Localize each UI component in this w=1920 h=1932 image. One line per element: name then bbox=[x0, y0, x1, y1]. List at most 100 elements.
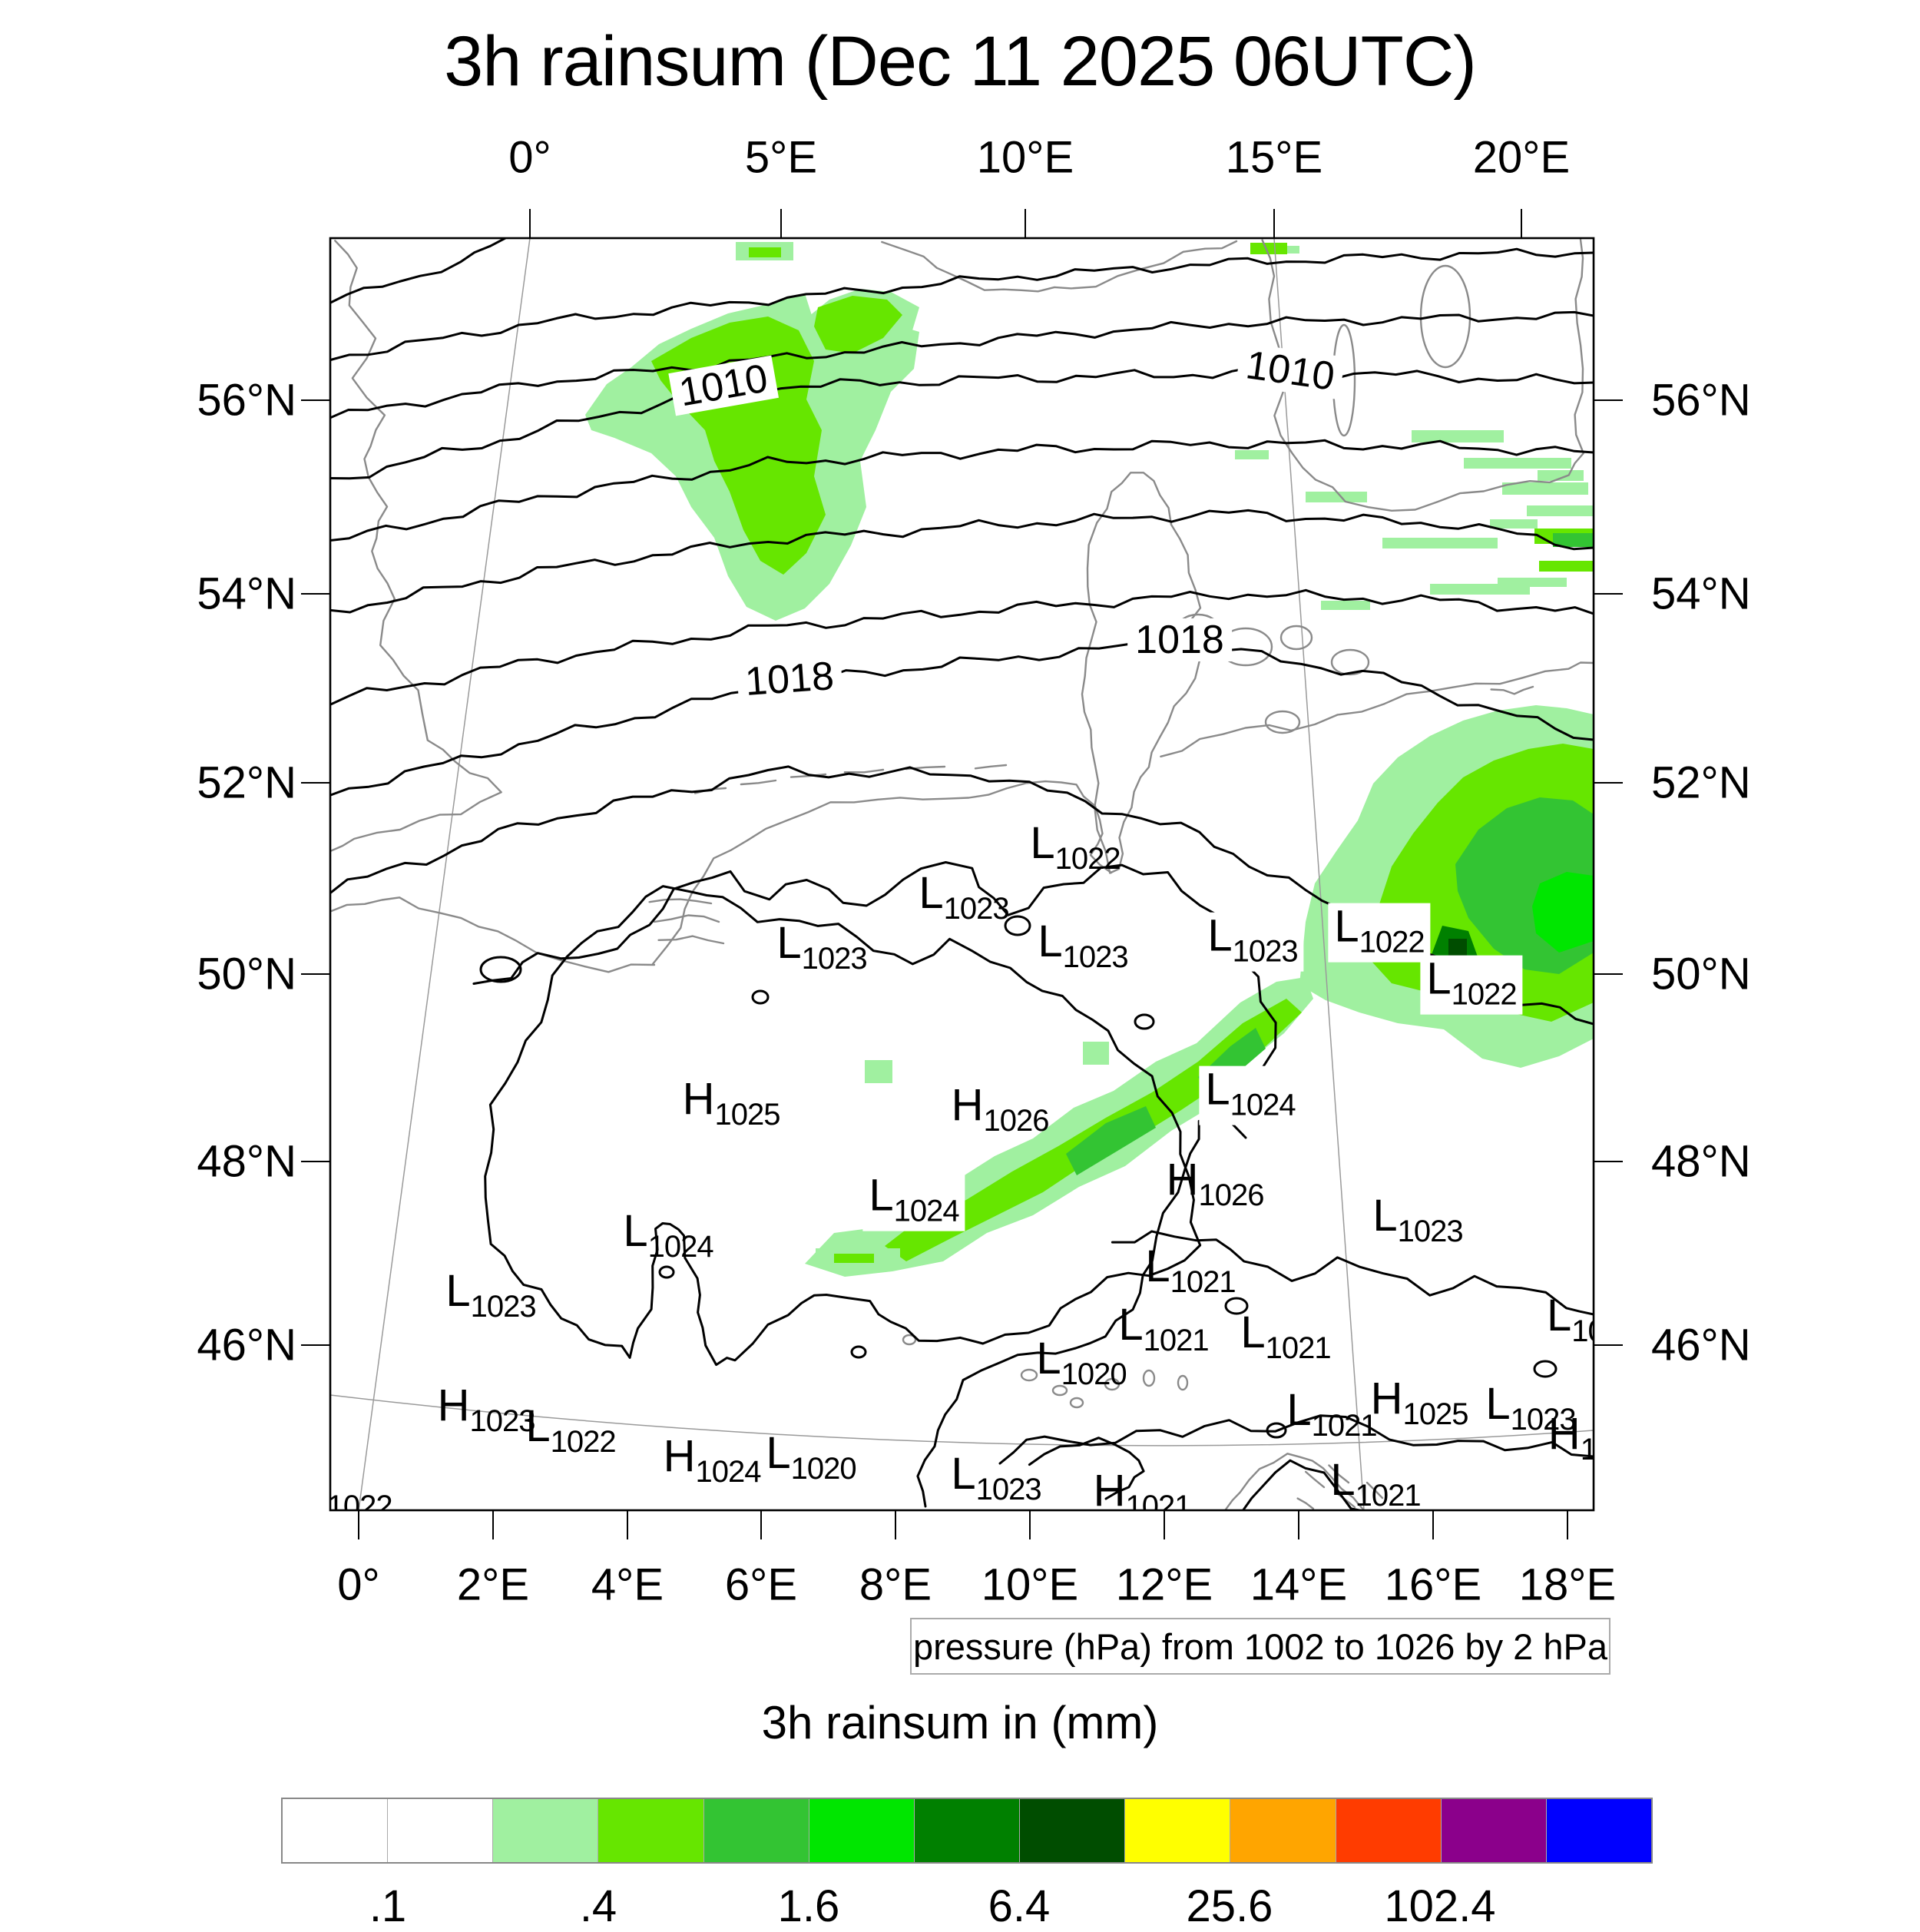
bottom-axis-label: 18°E bbox=[1518, 1559, 1617, 1610]
pressure-letter: L bbox=[1546, 1291, 1572, 1341]
rain-speckle bbox=[865, 1060, 892, 1083]
pressure-letter: L bbox=[1118, 1300, 1144, 1350]
top-axis-label: 5°E bbox=[744, 132, 818, 183]
pressure-letter: L bbox=[766, 1428, 791, 1479]
map-frame bbox=[329, 237, 1595, 1512]
pressure-letter: L bbox=[525, 1401, 551, 1452]
isobar-contour bbox=[1111, 1230, 1594, 1316]
pressure-center-label-L1021: L1021 bbox=[1286, 1388, 1377, 1442]
pressure-letter: L bbox=[445, 1266, 471, 1317]
pressure-center-label-H1023: H1023 bbox=[438, 1384, 536, 1439]
isobar-closed-loop bbox=[479, 956, 522, 983]
bottom-axis-label: 16°E bbox=[1384, 1559, 1482, 1610]
pressure-caption-text: pressure (hPa) from 1002 to 1026 by 2 hP… bbox=[913, 1625, 1607, 1667]
rain-speckle bbox=[1321, 601, 1370, 610]
isobar-contour bbox=[484, 885, 1202, 1367]
pressure-center-label-H1026: H1026 bbox=[1166, 1155, 1265, 1211]
left-axis-label: 52°N bbox=[197, 757, 296, 808]
isobar-contour bbox=[330, 366, 1594, 480]
rain-speckle bbox=[1287, 246, 1299, 254]
pressure-letter: L bbox=[1205, 1064, 1230, 1115]
rain-speckle bbox=[1412, 430, 1504, 442]
pressure-value: 1021 bbox=[1125, 1490, 1191, 1510]
pressure-value: 1020 bbox=[1061, 1357, 1127, 1392]
pressure-value: 1026 bbox=[983, 1104, 1049, 1138]
rain-speckle bbox=[1538, 470, 1584, 481]
pressure-center-label-H1021: H1021 bbox=[1093, 1466, 1192, 1510]
pressure-letter: L bbox=[869, 1170, 894, 1221]
rain-speckle bbox=[1490, 519, 1538, 529]
isobar-closed-loop bbox=[1266, 1422, 1287, 1439]
colorbar-cell bbox=[703, 1799, 809, 1862]
coastline bbox=[1490, 685, 1534, 695]
left-axis-label: 50°N bbox=[197, 949, 296, 999]
right-axis-label: 56°N bbox=[1651, 375, 1751, 426]
pressure-value: 1024 bbox=[647, 1230, 714, 1264]
pressure-value: 1022 bbox=[1451, 977, 1518, 1012]
pressure-center-label-H10: H10 bbox=[1548, 1412, 1594, 1466]
pressure-center-label-L1022: L1022 bbox=[330, 1469, 393, 1510]
right-axis-label: 54°N bbox=[1651, 568, 1751, 619]
pressure-letter: L bbox=[1485, 1379, 1511, 1430]
pressure-center-label-L1022: L1022 bbox=[525, 1401, 616, 1458]
pressure-center-label-L1021: L1021 bbox=[1145, 1241, 1236, 1298]
coastline bbox=[1304, 1470, 1326, 1489]
isobar-contour bbox=[330, 641, 1594, 797]
island-outline bbox=[1264, 710, 1301, 734]
isobar-contours-layer bbox=[330, 238, 1594, 1510]
rain-speckle bbox=[1498, 578, 1567, 587]
coastline bbox=[648, 898, 713, 905]
pressure-center-label-L1024: L1024 bbox=[1199, 1064, 1302, 1125]
coastline bbox=[1366, 1481, 1384, 1500]
pressure-letter: L bbox=[1330, 1455, 1356, 1506]
isobar-contour bbox=[330, 310, 1594, 419]
pressure-center-label-L1021: L1021 bbox=[1330, 1455, 1421, 1510]
bottom-axis-label: 6°E bbox=[724, 1559, 798, 1610]
pressure-center-label-L1023: L1023 bbox=[1038, 920, 1128, 973]
pressure-center-label-L1024: L1024 bbox=[862, 1170, 965, 1231]
isobar-closed-loop bbox=[1004, 915, 1031, 936]
pressure-letter: L bbox=[1145, 1241, 1170, 1292]
colorbar-cell bbox=[387, 1799, 493, 1862]
left-axis-label: 54°N bbox=[197, 568, 296, 619]
isobar-closed-loop bbox=[1134, 1013, 1155, 1030]
coastline bbox=[330, 240, 502, 853]
pressure-value: 1022 bbox=[330, 1490, 393, 1510]
pressure-center-label-H1024: H1024 bbox=[664, 1434, 762, 1488]
rain-area bbox=[885, 999, 1302, 1261]
parallel-gridline bbox=[330, 1394, 1594, 1447]
bottom-axis-label: 0° bbox=[337, 1559, 380, 1610]
coastline bbox=[653, 914, 720, 923]
colorbar-cell bbox=[1124, 1799, 1230, 1862]
pressure-center-label-L1023: L1023 bbox=[445, 1266, 536, 1323]
isobar-contour bbox=[330, 588, 1594, 706]
lake-outline bbox=[1104, 1377, 1121, 1391]
isobar-value-label: 1018 bbox=[736, 654, 843, 704]
coastline bbox=[740, 779, 777, 786]
colorbar-cell bbox=[1440, 1799, 1546, 1862]
coastline bbox=[1081, 472, 1202, 874]
pressure-center-label-L1020: L1020 bbox=[1036, 1337, 1127, 1392]
colorbar-tick-label: .4 bbox=[579, 1881, 617, 1931]
top-axis-label: 10°E bbox=[976, 132, 1074, 183]
pressure-value: 1023 bbox=[469, 1404, 535, 1439]
page-title: 3h rainsum (Dec 11 2025 06UTC) bbox=[444, 22, 1477, 101]
rain-speckle bbox=[1464, 458, 1571, 469]
coastline bbox=[1296, 1497, 1315, 1510]
island-outline bbox=[1279, 625, 1313, 651]
pressure-letter: H bbox=[1166, 1155, 1199, 1205]
rain-area bbox=[1066, 1106, 1156, 1175]
pressure-value: 1023 bbox=[801, 942, 868, 976]
pressure-center-label-H1025: H1025 bbox=[683, 1077, 781, 1131]
colorbar-cell bbox=[1230, 1799, 1336, 1862]
coastline bbox=[790, 773, 827, 778]
map-frame-and-ticks bbox=[301, 209, 1623, 1539]
pressure-letter: L bbox=[1030, 818, 1055, 869]
coastline bbox=[1160, 661, 1594, 757]
isobar-closed-loop bbox=[751, 989, 770, 1005]
isobar-contour bbox=[330, 238, 507, 304]
pressure-letter: H bbox=[1093, 1466, 1126, 1510]
pressure-value: 1021 bbox=[1265, 1331, 1332, 1366]
pressure-value: 1023 bbox=[943, 892, 1010, 926]
